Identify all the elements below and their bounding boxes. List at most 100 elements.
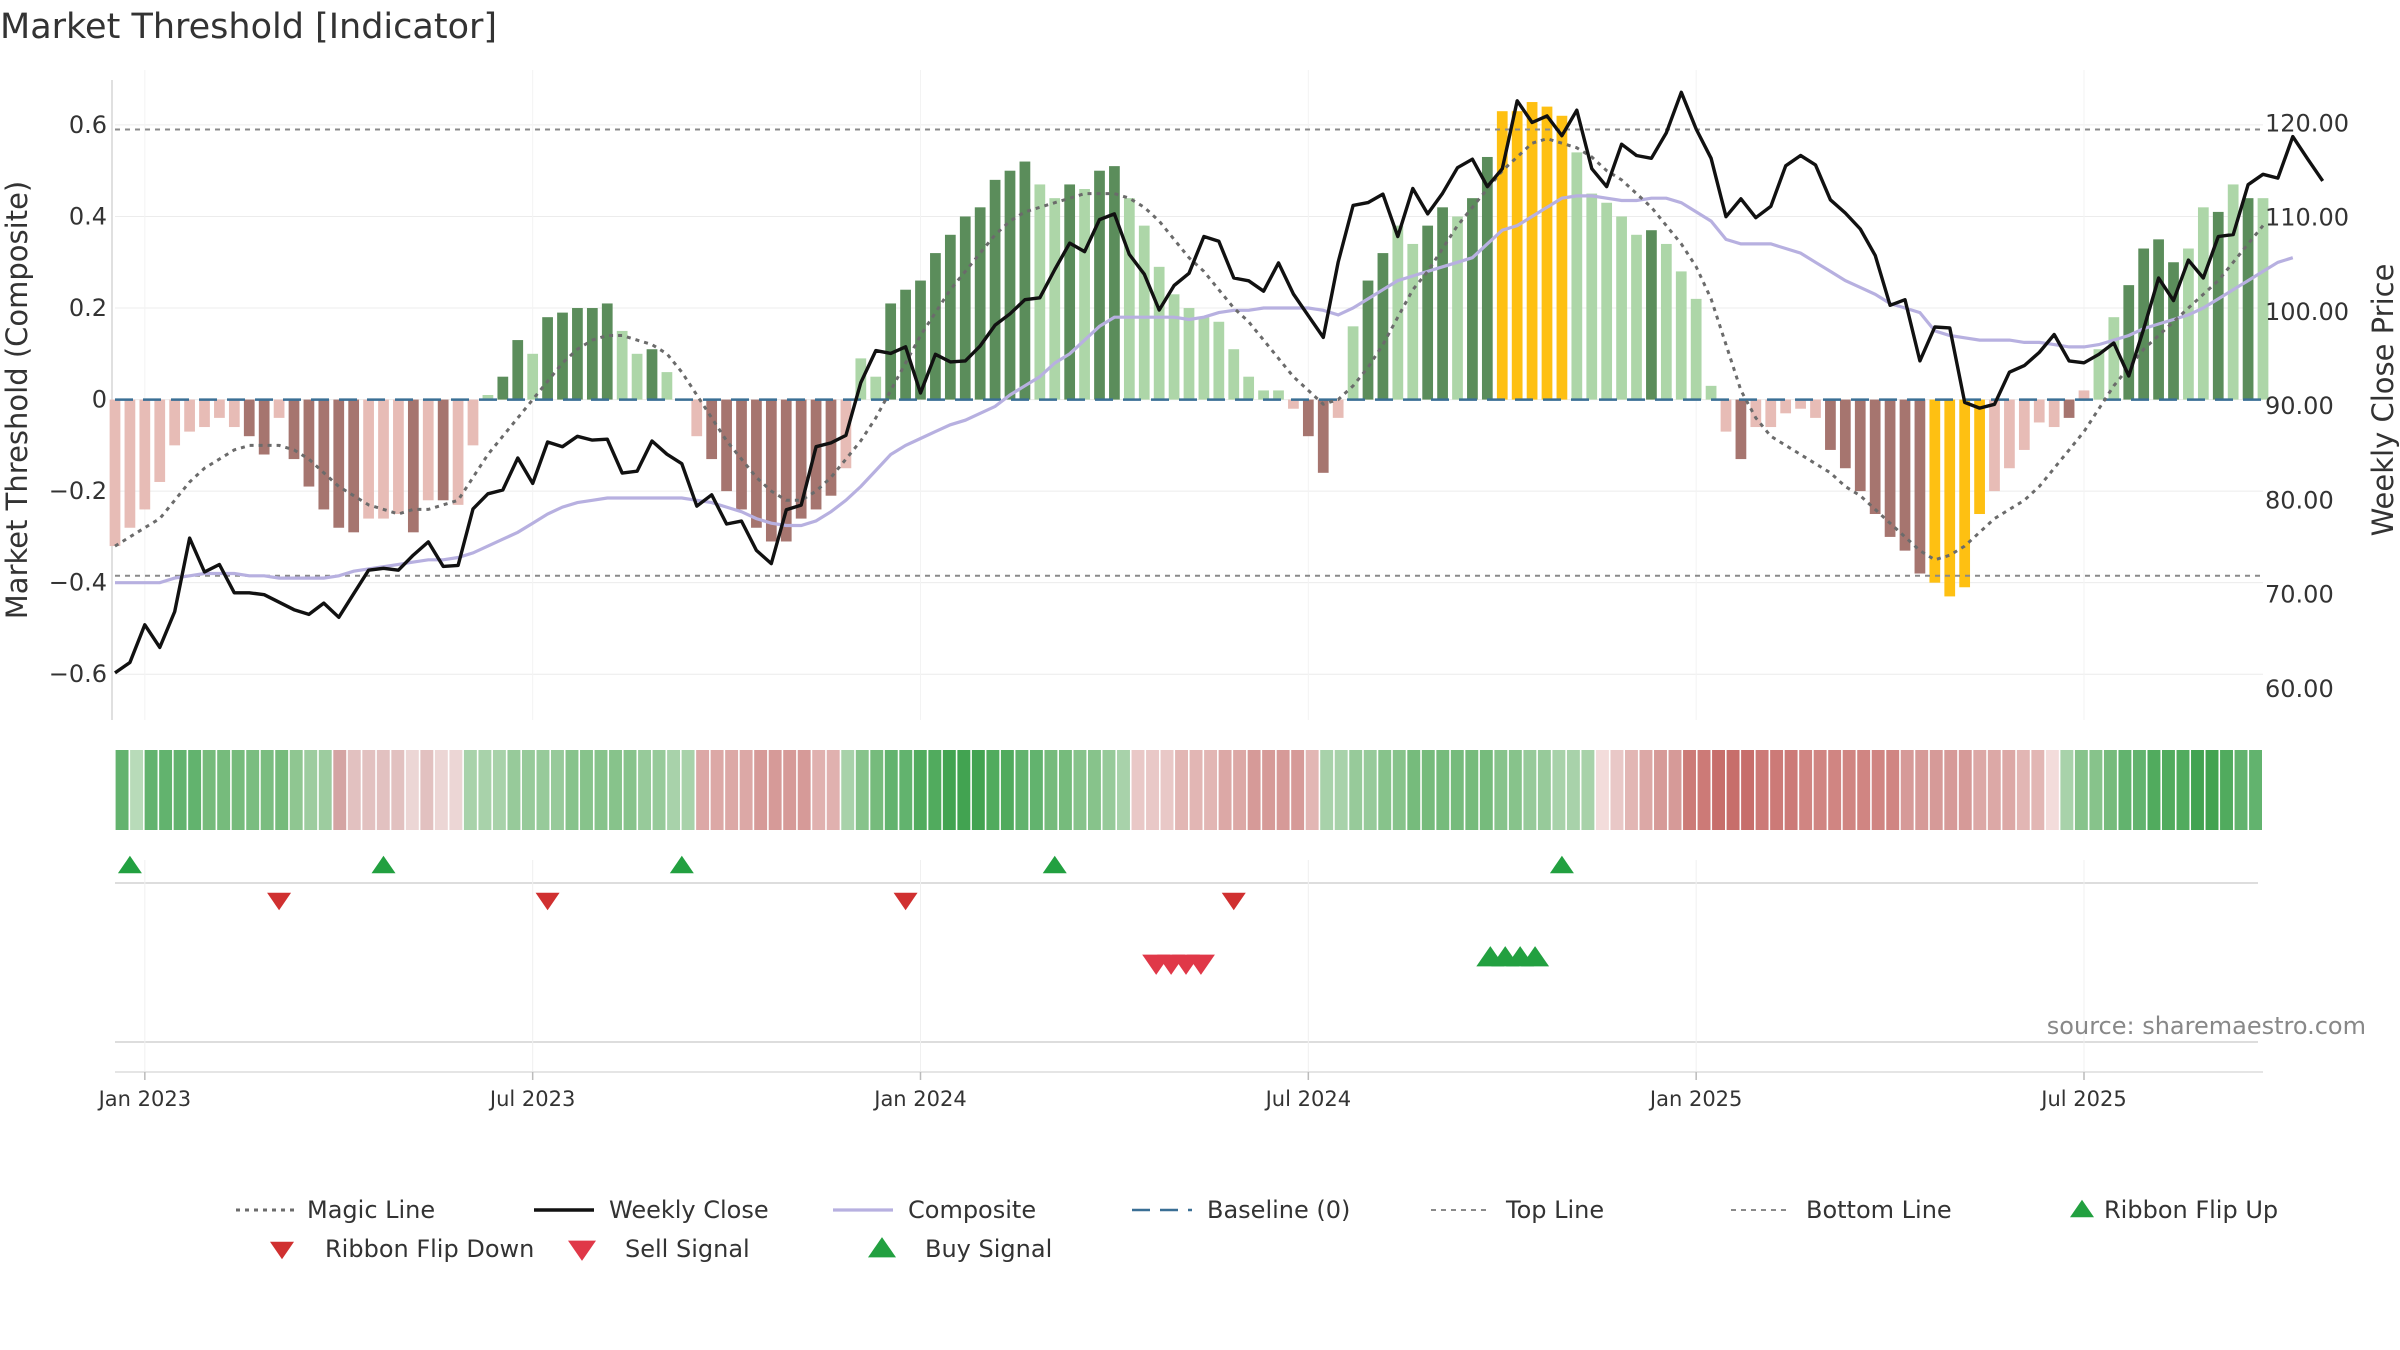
ribbon-cell: [638, 750, 651, 830]
ribbon-cell: [1218, 750, 1232, 830]
ribbon-cell: [2002, 750, 2016, 830]
legend: Magic Line Weekly Close Composite Baseline …: [236, 1196, 2278, 1263]
ribbon-cell: [1697, 750, 1711, 830]
composite-bar: [1183, 308, 1195, 400]
ribbon-cell: [754, 750, 768, 830]
composite-bar: [2197, 207, 2209, 400]
composite-bar: [2257, 198, 2269, 400]
composite-bar: [1660, 243, 1672, 400]
legend-item-bottom-line: Bottom Line: [1731, 1196, 1952, 1224]
composite-bar: [1407, 243, 1419, 400]
composite-bar: [751, 399, 762, 528]
ribbon-cell: [1407, 750, 1421, 830]
legend-label: Composite: [908, 1196, 1036, 1224]
composite-bar: [527, 353, 539, 400]
ribbon-cell: [217, 750, 231, 830]
ribbon-cell: [1857, 750, 1871, 830]
ribbon-cell: [1595, 750, 1609, 830]
ribbon-cell: [1276, 750, 1290, 830]
composite-bar: [1675, 271, 1687, 400]
ribbon-cell: [1741, 750, 1755, 830]
ribbon-cell: [1000, 750, 1014, 830]
y-right-tick-label: 120.00: [2265, 109, 2349, 137]
composite-bar: [2212, 211, 2224, 400]
x-tick-label: Jul 2025: [2039, 1087, 2126, 1111]
ribbon-flip-up-marker: [371, 855, 396, 874]
weekly-close-line: [114, 90, 2325, 675]
composite-bar: [1467, 198, 1478, 400]
x-tick-label: Jan 2024: [872, 1087, 967, 1111]
ribbon-cell: [1029, 750, 1043, 830]
legend-label: Buy Signal: [925, 1235, 1052, 1263]
y-right-tick-label: 100.00: [2265, 298, 2349, 326]
composite-bar: [1347, 326, 1359, 400]
ribbon-cell: [2132, 750, 2146, 830]
legend-item-top-line: Top Line: [1431, 1196, 1604, 1224]
ribbon-cell: [609, 750, 622, 830]
y-right-tick-label: 60.00: [2265, 675, 2334, 703]
legend-item-weekly-close: Weekly Close: [534, 1196, 769, 1224]
ribbon-cell: [1973, 750, 1987, 830]
ribbon-cell: [1915, 750, 1929, 830]
ribbon-cell: [884, 750, 898, 830]
ribbon-cell: [1247, 750, 1261, 830]
magic-line: [114, 137, 2265, 562]
ribbon-cell: [1334, 750, 1348, 830]
composite-bar: [318, 399, 330, 510]
ribbon-cell: [2045, 750, 2059, 830]
composite-bar: [1064, 184, 1076, 400]
composite-bar: [1959, 399, 1971, 588]
composite-bar: [512, 340, 524, 400]
ribbon-cell: [1392, 750, 1406, 830]
ribbon-cell: [1770, 750, 1784, 830]
composite-bar: [1481, 156, 1493, 400]
ribbon-cell: [1262, 750, 1276, 830]
composite-bar: [1750, 399, 1762, 428]
x-axis: Jan 2023 Jul 2023 Jan 2024 Jul 2024 Jan 2025…: [97, 1072, 2127, 1111]
ribbon-cell: [115, 750, 129, 830]
ribbon-cell: [2205, 750, 2219, 830]
ribbon-cell: [1131, 750, 1145, 830]
composite-bar: [1422, 225, 1434, 400]
ribbon-cell: [1146, 750, 1159, 830]
legend-label: Sell Signal: [625, 1235, 750, 1263]
ribbon-flip-up-marker: [1042, 855, 1067, 874]
composite-bar: [2033, 399, 2045, 423]
ribbon-cell: [739, 750, 753, 830]
ribbon-cell: [1058, 750, 1072, 830]
ribbon-cell: [1987, 750, 2001, 830]
composite-bar: [1854, 399, 1866, 492]
composite-bar: [169, 399, 181, 446]
composite-bar: [303, 399, 315, 487]
ribbon-cell: [942, 750, 956, 830]
ribbon-cell: [2089, 750, 2103, 830]
composite-bar: [1825, 399, 1836, 450]
ribbon-cell: [957, 750, 971, 830]
ribbon-cell: [783, 750, 797, 830]
composite-bar: [1243, 376, 1255, 400]
ribbon-cell: [188, 750, 202, 830]
ribbon-cell: [1566, 750, 1580, 830]
composite-bar: [1556, 115, 1568, 400]
composite-bar: [930, 253, 941, 400]
ribbon-cell: [318, 750, 332, 830]
composite-bar: [1705, 385, 1717, 400]
composite-bar: [1138, 225, 1150, 400]
composite-bar: [1258, 390, 1269, 400]
ribbon-cell: [696, 750, 710, 830]
ribbon-cell: [1654, 750, 1667, 830]
composite-bar: [1765, 399, 1777, 428]
y-left-tick-label: 0.6: [69, 111, 107, 139]
ribbon-cell: [449, 750, 463, 830]
composite-bar: [1213, 321, 1225, 400]
y-right-tick-label: 110.00: [2265, 204, 2349, 232]
composite-bar: [1869, 399, 1881, 515]
ribbon-flip-down-marker: [1221, 892, 1246, 911]
composite-bar: [1153, 266, 1165, 400]
ribbon-cell: [1291, 750, 1305, 830]
ribbon-cell: [812, 750, 826, 830]
ribbon-cell: [1349, 750, 1363, 830]
legend-item-baseline: Baseline (0): [1132, 1196, 1350, 1224]
legend-label: Top Line: [1505, 1196, 1604, 1224]
composite-bar: [1452, 216, 1463, 400]
